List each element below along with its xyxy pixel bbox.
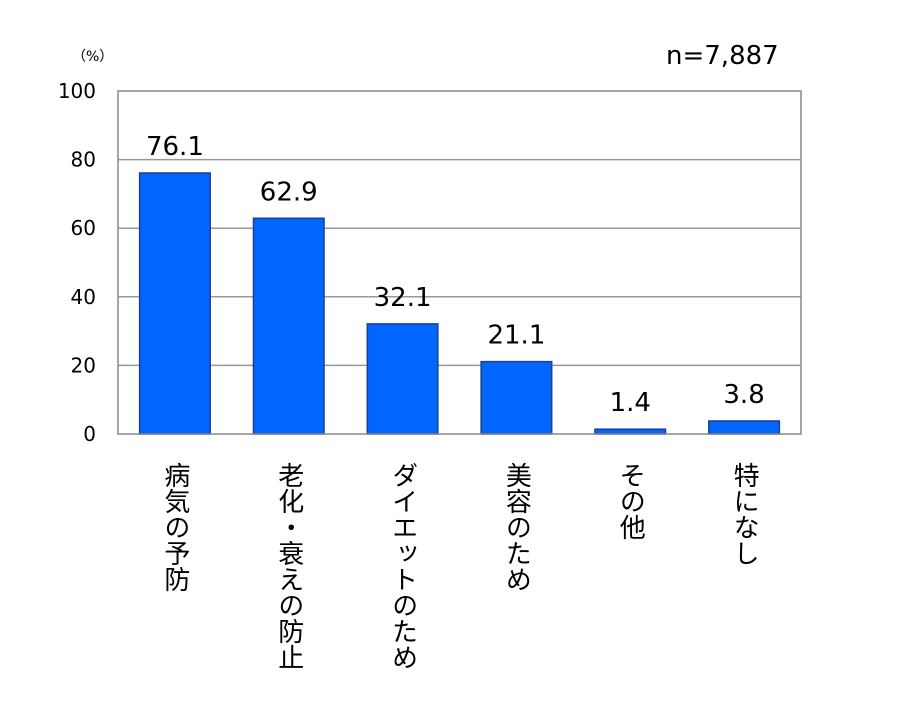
- category-label: ダイエットのため: [388, 462, 418, 670]
- data-label: 32.1: [374, 283, 432, 313]
- category-label: その他: [615, 462, 645, 540]
- data-label: 1.4: [610, 388, 651, 418]
- bar: [252, 217, 325, 435]
- bars: [138, 172, 781, 435]
- category-labels: 病気の予防 老化・衰えの防止 ダイエットのため 美容のため その他 特になし: [160, 462, 759, 670]
- category-label: 特になし: [729, 462, 759, 566]
- bar: [366, 323, 439, 435]
- y-tick-label: 20: [71, 353, 96, 377]
- y-axis-unit-label: （%）: [72, 49, 113, 65]
- bar: [480, 360, 553, 435]
- y-tick-label: 100: [58, 79, 96, 103]
- bar: [708, 420, 781, 435]
- data-label: 21.1: [487, 321, 545, 351]
- category-label: 美容のため: [501, 462, 531, 592]
- y-tick-label: 0: [83, 422, 96, 446]
- data-labels: 76.1 62.9 32.1 21.1 1.4 3.8: [146, 132, 765, 418]
- data-label: 3.8: [723, 380, 764, 410]
- plot-frame: [117, 90, 802, 435]
- data-label: 62.9: [260, 177, 318, 207]
- sample-size-annotation: n=7,887: [666, 41, 779, 71]
- category-label: 老化・衰えの防止: [274, 462, 304, 670]
- y-tick-label: 80: [71, 148, 96, 172]
- bar: [138, 172, 211, 435]
- y-tick-label: 60: [71, 216, 96, 240]
- category-label: 病気の予防: [160, 462, 190, 592]
- gridlines: [118, 158, 801, 367]
- y-axis-ticks: 0 20 40 60 80 100: [58, 79, 96, 446]
- y-tick-label: 40: [71, 285, 96, 309]
- data-label: 76.1: [146, 132, 204, 162]
